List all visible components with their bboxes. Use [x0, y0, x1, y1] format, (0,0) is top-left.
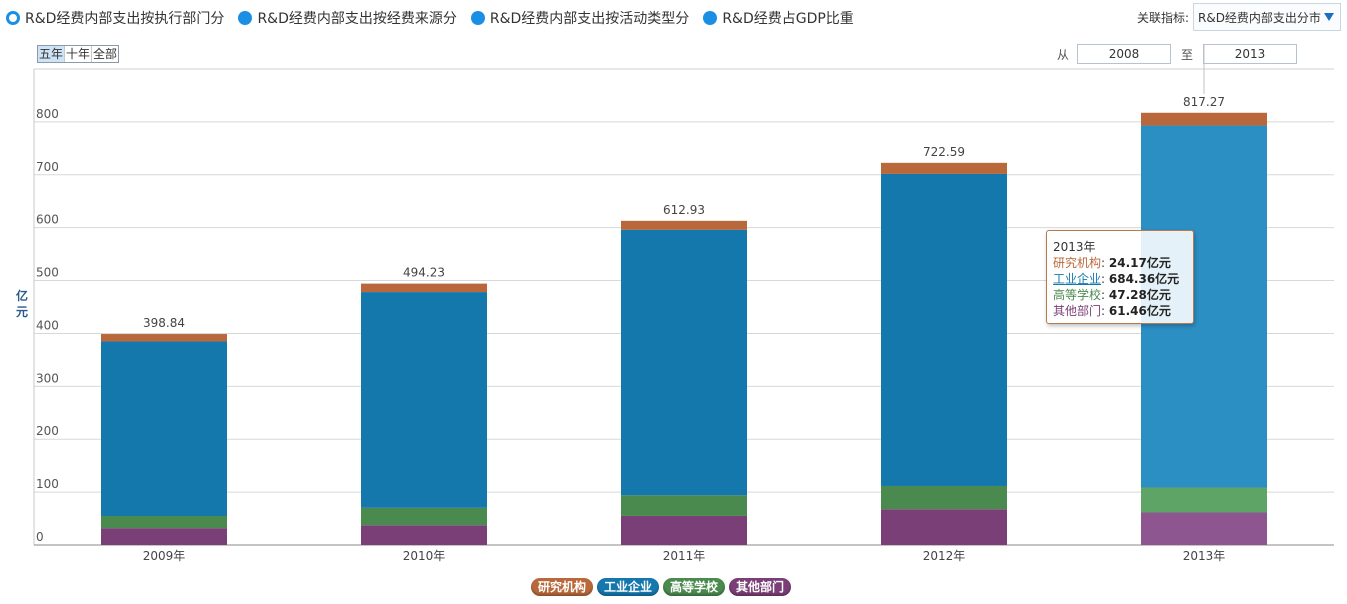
x-tick-label: 2012年 — [923, 549, 966, 563]
tooltip-value: 47.28亿元 — [1108, 288, 1171, 302]
bar-segment — [881, 485, 1007, 510]
y-tick-label: 600 — [36, 213, 59, 227]
radio-icon — [470, 11, 485, 25]
bar-segment — [881, 162, 1007, 174]
range-5-years-button[interactable]: 五年 — [38, 46, 65, 62]
tab-label: R&D经费占GDP比重 — [722, 11, 854, 27]
y-tick-label: 0 — [36, 530, 44, 544]
chart-legend: 研究机构 工业企业 高等学校 其他部门 — [531, 578, 795, 596]
bar-segment — [1141, 512, 1267, 545]
bar-segment — [621, 220, 747, 230]
tooltip-value: 61.46亿元 — [1108, 304, 1171, 318]
related-indicator-select[interactable]: R&D经费内部支出分市 — [1193, 3, 1341, 31]
tab-by-sector[interactable]: R&D经费内部支出按执行部门分 — [6, 8, 224, 28]
bar-segment — [361, 507, 487, 526]
bar-segment — [101, 334, 227, 342]
legend-item-industry[interactable]: 工业企业 — [597, 578, 660, 596]
tab-label: R&D经费内部支出按执行部门分 — [25, 11, 225, 27]
tab-by-activity-type[interactable]: R&D经费内部支出按活动类型分 — [470, 8, 690, 28]
bar-total-label: 612.93 — [663, 203, 705, 217]
y-tick-label: 800 — [36, 107, 59, 121]
bar-total-label: 494.23 — [403, 266, 445, 280]
bar-segment — [881, 173, 1007, 486]
y-axis-label: 亿 元 — [16, 288, 32, 319]
tooltip-value: 24.17亿元 — [1108, 256, 1171, 270]
y-tick-label: 700 — [36, 160, 59, 174]
bar-segment — [621, 229, 747, 496]
bar-segment — [621, 495, 747, 516]
bar-segment — [361, 292, 487, 508]
range-10-years-button[interactable]: 十年 — [64, 46, 92, 62]
from-label: 从 — [1056, 47, 1069, 62]
radio-selected-icon — [6, 11, 20, 25]
tooltip-row-other: 其他部门: 61.46亿元 — [1053, 304, 1171, 318]
x-tick-label: 2013年 — [1183, 549, 1226, 563]
radio-icon — [703, 11, 718, 25]
legend-item-other[interactable]: 其他部门 — [729, 578, 792, 596]
tab-label: R&D经费内部支出按经费来源分 — [257, 11, 457, 27]
y-tick-label: 500 — [36, 266, 59, 280]
legend-item-university[interactable]: 高等学校 — [663, 578, 726, 596]
legend-item-research[interactable]: 研究机构 — [531, 578, 594, 596]
chart-tooltip: 2013年 研究机构: 24.17亿元 工业企业: 684.36亿元 高等学校:… — [1046, 230, 1194, 324]
y-tick-label: 100 — [36, 477, 59, 491]
from-year-input[interactable]: 2008 — [1076, 44, 1171, 64]
tab-label: R&D经费内部支出按活动类型分 — [489, 11, 690, 27]
range-selector: 五年 十年 全部 — [37, 45, 120, 63]
date-range: 从 2008 至 2013 — [1057, 44, 1297, 64]
to-label: 至 — [1180, 47, 1193, 62]
tooltip-row-research: 研究机构: 24.17亿元 — [1053, 256, 1171, 270]
bar-segment — [881, 509, 1007, 545]
top-bar: R&D经费内部支出按执行部门分 R&D经费内部支出按经费来源分 R&D经费内部支… — [0, 0, 1347, 36]
bar-total-label: 722.59 — [923, 145, 965, 159]
related-indicator-label: 关联指标: — [1136, 10, 1189, 25]
tooltip-value: 684.36亿元 — [1108, 272, 1180, 286]
bar-segment — [361, 525, 487, 545]
x-tick-label: 2011年 — [663, 549, 706, 563]
bar-total-label: 817.27 — [1183, 95, 1225, 109]
tab-by-funding-source[interactable]: R&D经费内部支出按经费来源分 — [238, 8, 457, 28]
bar-total-label: 398.84 — [143, 316, 185, 330]
bar-segment — [361, 283, 487, 293]
tooltip-row-university: 高等学校: 47.28亿元 — [1053, 288, 1171, 302]
tooltip-title: 2013年 — [1053, 240, 1096, 254]
chart-type-tabs: R&D经费内部支出按执行部门分 R&D经费内部支出按经费来源分 R&D经费内部支… — [6, 8, 868, 28]
related-indicator: 关联指标: R&D经费内部支出分市 — [1137, 3, 1341, 31]
x-tick-label: 2010年 — [403, 549, 446, 563]
tooltip-label: 研究机构 — [1053, 256, 1102, 270]
x-tick-label: 2009年 — [143, 549, 186, 563]
bar-segment — [101, 515, 227, 529]
y-tick-label: 300 — [36, 371, 59, 385]
range-all-button[interactable]: 全部 — [91, 46, 119, 62]
bar-segment — [1141, 487, 1267, 513]
tooltip-row-industry: 工业企业: 684.36亿元 — [1053, 272, 1180, 286]
dropdown-arrow-icon — [1324, 13, 1334, 21]
bar-segment — [101, 341, 227, 516]
bar-segment — [1141, 112, 1267, 126]
tooltip-label: 其他部门 — [1053, 304, 1102, 318]
bar-segment — [101, 528, 227, 545]
radio-icon — [238, 11, 253, 25]
tooltip-label: 高等学校 — [1053, 288, 1102, 302]
bar-segment — [621, 515, 747, 545]
tab-gdp-ratio[interactable]: R&D经费占GDP比重 — [703, 8, 854, 28]
y-tick-label: 400 — [36, 318, 59, 332]
related-indicator-value: R&D经费内部支出分市 — [1198, 10, 1321, 25]
y-tick-label: 200 — [36, 424, 59, 438]
tooltip-label: 工业企业 — [1053, 272, 1102, 286]
